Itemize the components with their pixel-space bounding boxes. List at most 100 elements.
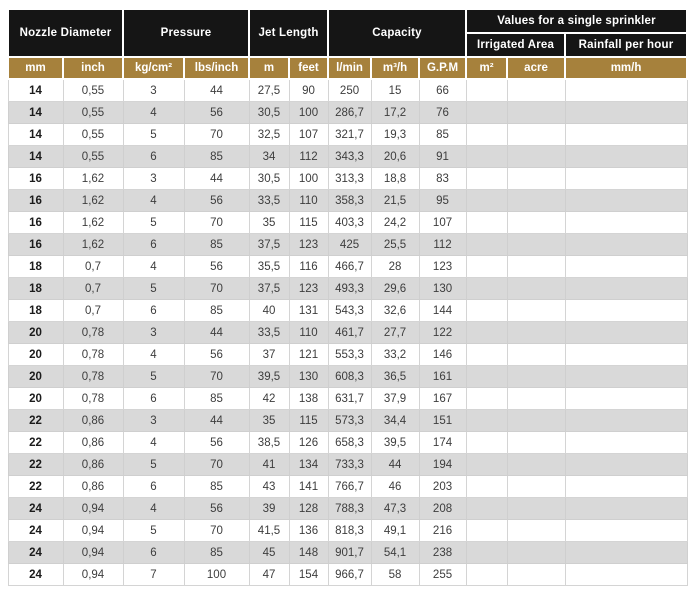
table-row: 22 0,86 4 56 38,5 126 658,3 39,5 174 <box>7 431 688 454</box>
table-cell: 1,62 <box>62 167 124 190</box>
header-capacity: Capacity <box>327 8 468 58</box>
table-cell: 25,5 <box>370 233 420 256</box>
table-cell: 30,5 <box>248 101 290 124</box>
table-cell <box>564 167 688 190</box>
table-cell <box>564 431 688 454</box>
table-cell: 107 <box>288 123 329 146</box>
table-cell: 148 <box>288 541 329 564</box>
table-cell <box>564 145 688 168</box>
table-cell: 1,62 <box>62 211 124 234</box>
table-cell: 33,2 <box>370 343 420 366</box>
table-cell: 0,94 <box>62 563 124 586</box>
table-cell: 16 <box>7 189 64 212</box>
table-cell <box>506 563 566 586</box>
table-cell <box>506 541 566 564</box>
unit-m3-h: m³/h <box>370 56 421 80</box>
table-cell: 122 <box>418 321 467 344</box>
table-cell <box>506 497 566 520</box>
table-cell: 112 <box>418 233 467 256</box>
table-cell: 17,2 <box>370 101 420 124</box>
table-cell: 38,5 <box>248 431 290 454</box>
table-cell <box>506 409 566 432</box>
table-cell <box>506 277 566 300</box>
table-cell <box>564 321 688 344</box>
table-cell: 39,5 <box>248 365 290 388</box>
table-cell: 138 <box>288 387 329 410</box>
table-cell <box>564 233 688 256</box>
table-cell: 34 <box>248 145 290 168</box>
table-row: 16 1,62 6 85 37,5 123 425 25,5 112 <box>7 233 688 256</box>
table-cell: 35,5 <box>248 255 290 278</box>
table-cell: 28 <box>370 255 420 278</box>
table-cell: 126 <box>288 431 329 454</box>
table-row: 18 0,7 5 70 37,5 123 493,3 29,6 130 <box>7 277 688 300</box>
table-row: 22 0,86 5 70 41 134 733,3 44 194 <box>7 453 688 476</box>
table-cell: 6 <box>122 541 185 564</box>
table-cell: 4 <box>122 101 185 124</box>
table-cell <box>465 277 508 300</box>
table-row: 24 0,94 5 70 41,5 136 818,3 49,1 216 <box>7 519 688 542</box>
table-cell: 41,5 <box>248 519 290 542</box>
table-cell <box>506 365 566 388</box>
table-cell <box>465 387 508 410</box>
table-cell <box>465 497 508 520</box>
table-cell: 85 <box>183 233 250 256</box>
table-cell: 343,3 <box>327 145 372 168</box>
table-row: 20 0,78 5 70 39,5 130 608,3 36,5 161 <box>7 365 688 388</box>
table-cell: 0,78 <box>62 321 124 344</box>
table-cell: 5 <box>122 211 185 234</box>
table-cell: 85 <box>183 145 250 168</box>
table-cell <box>506 431 566 454</box>
table-cell: 3 <box>122 321 185 344</box>
table-cell: 208 <box>418 497 467 520</box>
table-cell: 403,3 <box>327 211 372 234</box>
table-cell <box>465 321 508 344</box>
table-cell: 0,86 <box>62 431 124 454</box>
table-cell: 766,7 <box>327 475 372 498</box>
table-cell: 0,86 <box>62 409 124 432</box>
table-cell: 56 <box>183 497 250 520</box>
table-cell <box>465 189 508 212</box>
table-cell: 818,3 <box>327 519 372 542</box>
table-cell <box>506 299 566 322</box>
table-cell: 493,3 <box>327 277 372 300</box>
table-cell: 35 <box>248 409 290 432</box>
table-cell: 14 <box>7 78 64 102</box>
table-cell: 18 <box>7 277 64 300</box>
table-cell: 14 <box>7 101 64 124</box>
table-cell: 54,1 <box>370 541 420 564</box>
table-cell <box>465 233 508 256</box>
table-cell <box>506 453 566 476</box>
table-cell: 123 <box>288 233 329 256</box>
table-row: 24 0,94 7 100 47 154 966,7 58 255 <box>7 563 688 586</box>
table-cell: 21,5 <box>370 189 420 212</box>
table-cell: 286,7 <box>327 101 372 124</box>
table-cell: 47 <box>248 563 290 586</box>
table-cell <box>506 475 566 498</box>
table-cell <box>465 211 508 234</box>
table-row: 16 1,62 3 44 30,5 100 313,3 18,8 83 <box>7 167 688 190</box>
table-cell: 115 <box>288 409 329 432</box>
table-cell: 20 <box>7 343 64 366</box>
table-cell: 5 <box>122 365 185 388</box>
table-cell: 76 <box>418 101 467 124</box>
table-cell: 358,3 <box>327 189 372 212</box>
unit-l-min: l/min <box>327 56 373 80</box>
table-cell: 167 <box>418 387 467 410</box>
unit-lbs-inch: lbs/inch <box>183 56 250 80</box>
table-cell: 0,78 <box>62 387 124 410</box>
table-cell: 70 <box>183 277 250 300</box>
table-cell <box>564 101 688 124</box>
table-cell: 4 <box>122 431 185 454</box>
header-nozzle-diameter: Nozzle Diameter <box>7 8 124 58</box>
unit-gpm: G.P.M <box>418 56 468 80</box>
table-cell <box>465 519 508 542</box>
table-cell: 141 <box>288 475 329 498</box>
table-cell <box>506 78 566 102</box>
table-row: 24 0,94 4 56 39 128 788,3 47,3 208 <box>7 497 688 520</box>
table-cell <box>506 321 566 344</box>
table-cell: 30,5 <box>248 167 290 190</box>
table-cell <box>465 541 508 564</box>
table-cell: 24 <box>7 519 64 542</box>
table-cell <box>506 101 566 124</box>
